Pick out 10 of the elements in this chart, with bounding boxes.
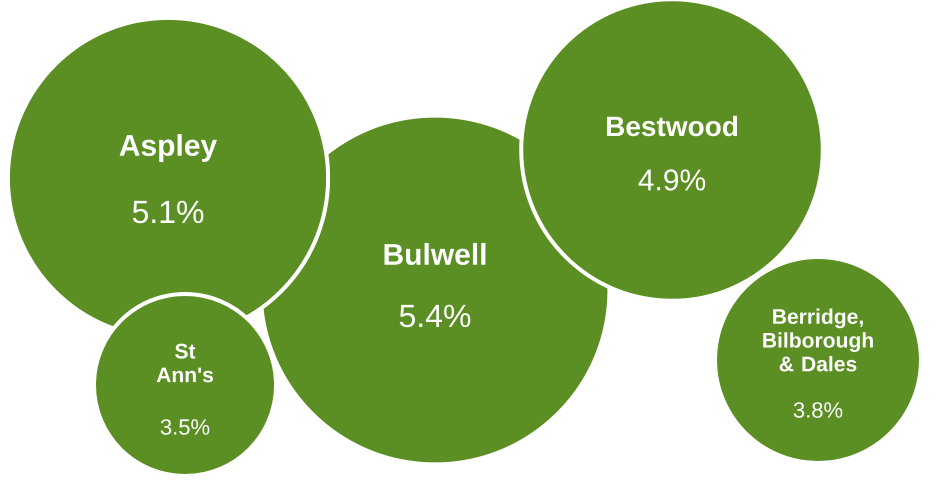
- data-label: 5.1%: [132, 200, 204, 224]
- category-label: St Ann's: [156, 344, 213, 382]
- category-label: Aspley: [120, 134, 218, 162]
- data-label: 3.8%: [794, 402, 842, 418]
- data-label: 5.4%: [400, 304, 470, 328]
- category-label: Bestwood: [607, 116, 738, 136]
- data-label: 3.5%: [160, 419, 210, 435]
- category-label: Berridge, Bilborough & Dales: [763, 308, 873, 372]
- data-label: 4.9%: [638, 169, 706, 191]
- category-label: Bulwell: [384, 242, 486, 266]
